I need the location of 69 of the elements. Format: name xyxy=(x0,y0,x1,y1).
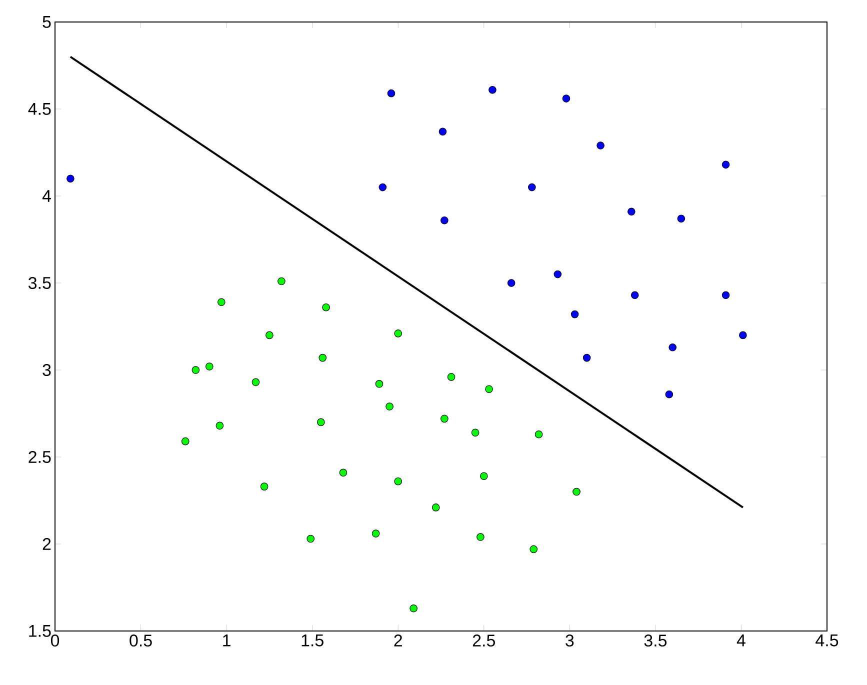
y-tick-label: 4 xyxy=(42,190,51,202)
y-tick-label: 3.5 xyxy=(28,276,51,290)
point xyxy=(252,378,260,386)
point xyxy=(677,214,686,223)
point xyxy=(530,545,538,554)
x-tick-label: 3 xyxy=(566,634,574,647)
point xyxy=(488,86,496,94)
point xyxy=(440,414,448,423)
point xyxy=(387,89,396,98)
point xyxy=(722,291,730,300)
point xyxy=(471,428,480,437)
point xyxy=(630,291,639,300)
y-tick-label: 3 xyxy=(42,364,51,376)
point xyxy=(572,488,580,496)
point xyxy=(306,534,315,543)
x-tick-label: 2.5 xyxy=(472,634,495,647)
point xyxy=(507,279,516,287)
point xyxy=(440,216,448,224)
point xyxy=(438,128,447,136)
x-tick-label: 3.5 xyxy=(644,634,667,647)
point xyxy=(322,303,330,312)
point xyxy=(218,298,226,306)
point xyxy=(278,277,286,286)
point xyxy=(739,331,747,340)
point xyxy=(372,530,380,538)
x-tick-label: 1 xyxy=(223,634,230,646)
point xyxy=(582,354,591,362)
point xyxy=(570,310,579,318)
point xyxy=(668,343,676,352)
x-tick-label: 2 xyxy=(394,634,402,646)
point xyxy=(534,430,543,438)
point xyxy=(260,482,268,490)
point xyxy=(410,604,418,612)
point xyxy=(596,142,604,150)
point xyxy=(66,174,74,182)
point xyxy=(554,270,562,278)
y-tick-label: 2 xyxy=(42,538,51,550)
point xyxy=(339,468,348,477)
point xyxy=(480,472,488,480)
x-tick-label: 4.5 xyxy=(816,634,838,646)
point xyxy=(394,477,402,486)
point xyxy=(266,331,274,340)
point xyxy=(378,183,387,192)
point xyxy=(375,380,384,388)
point xyxy=(192,366,200,374)
point xyxy=(318,354,327,362)
point xyxy=(485,385,493,394)
point xyxy=(181,437,190,446)
x-tick-label: 1.5 xyxy=(302,634,324,646)
point xyxy=(722,160,730,169)
point xyxy=(628,208,636,216)
point xyxy=(528,183,536,192)
point xyxy=(317,418,325,426)
point xyxy=(665,390,674,398)
point xyxy=(447,373,456,381)
y-tick-label: 4.5 xyxy=(28,103,51,115)
point xyxy=(216,422,224,430)
x-tick-label: 0 xyxy=(50,634,60,647)
y-tick-label: 2.5 xyxy=(28,450,51,464)
point xyxy=(476,533,484,541)
point xyxy=(394,330,402,338)
y-tick-label: 1.5 xyxy=(29,625,51,637)
y-tick-label: 5 xyxy=(42,16,51,28)
point xyxy=(562,94,570,102)
point xyxy=(432,504,440,512)
point xyxy=(386,402,394,410)
x-tick-label: 4 xyxy=(736,634,746,646)
point xyxy=(206,362,214,370)
x-tick-label: 0.5 xyxy=(130,634,152,647)
